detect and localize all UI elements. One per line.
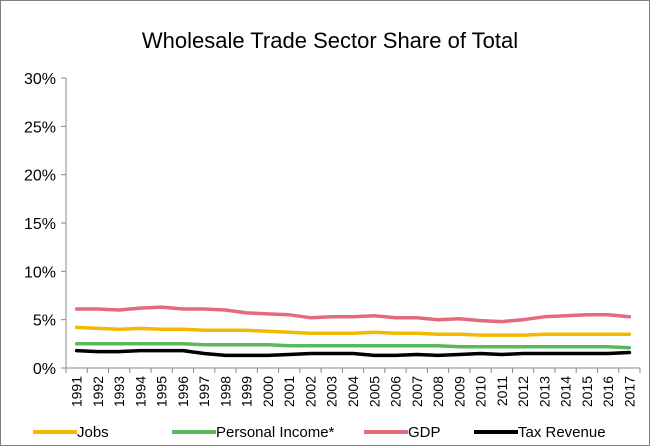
x-tick-label: 2000 [260, 376, 276, 407]
x-tick-label: 2007 [409, 376, 425, 407]
x-tick-label: 2005 [366, 376, 382, 407]
x-tick-label: 2003 [324, 376, 340, 407]
legend-label: Tax Revenue [518, 424, 606, 441]
y-tick-label: 30% [24, 71, 56, 88]
series-line-personal-income [74, 342, 632, 350]
series-group [74, 305, 632, 358]
y-tick-label: 15% [24, 216, 56, 233]
x-tick-label: 2009 [451, 376, 467, 407]
legend-label: Jobs [77, 424, 109, 441]
y-tick-label: 5% [33, 313, 56, 330]
x-tick-label: 1993 [111, 376, 127, 407]
legend-label: Personal Income* [216, 424, 335, 441]
y-tick-label: 25% [24, 119, 56, 136]
x-tick-label: 2016 [600, 376, 616, 407]
x-tick-label: 1991 [69, 376, 85, 407]
y-tick-label: 0% [33, 361, 56, 378]
legend-label: GDP [408, 424, 441, 441]
x-tick-label: 1995 [154, 376, 170, 407]
x-tick-label: 2011 [494, 376, 510, 406]
chart-title: Wholesale Trade Sector Share of Total [142, 28, 518, 53]
x-tick-label: 1998 [217, 376, 233, 407]
x-tick-label: 2012 [515, 376, 531, 407]
x-tick-label: 1999 [239, 376, 255, 407]
x-tick-label: 2008 [430, 376, 446, 407]
x-tick-label: 2015 [579, 376, 595, 407]
x-tick-label: 2010 [473, 376, 489, 407]
x-tick-label: 2002 [302, 376, 318, 407]
x-tick-label: 1997 [196, 376, 212, 407]
x-tick-label: 2001 [281, 376, 297, 407]
x-axis: 1991 1992 1993 1994 1995 1996 1997 1998 1999 2000… [65, 368, 641, 407]
x-tick-label: 2017 [621, 376, 637, 407]
x-tick-label: 1996 [175, 376, 191, 407]
x-tick-label: 2006 [388, 376, 404, 407]
y-tick-label: 10% [24, 264, 56, 281]
y-axis: 0% 5% 10% 15% 20% 25% 30% [24, 71, 66, 378]
x-tick-label: 1992 [90, 376, 106, 407]
series-line-gdp [74, 305, 632, 324]
x-tick-label: 2004 [345, 376, 361, 407]
y-tick-label: 20% [24, 168, 56, 185]
series-line-jobs [74, 325, 632, 337]
x-tick-label: 1994 [132, 376, 148, 407]
legend: Jobs Personal Income* GDP Tax Revenue [33, 424, 606, 441]
series-line-tax-revenue [74, 348, 632, 358]
x-tick-label: 2013 [536, 376, 552, 407]
x-tick-label: 2014 [558, 376, 574, 407]
axes [65, 78, 640, 369]
